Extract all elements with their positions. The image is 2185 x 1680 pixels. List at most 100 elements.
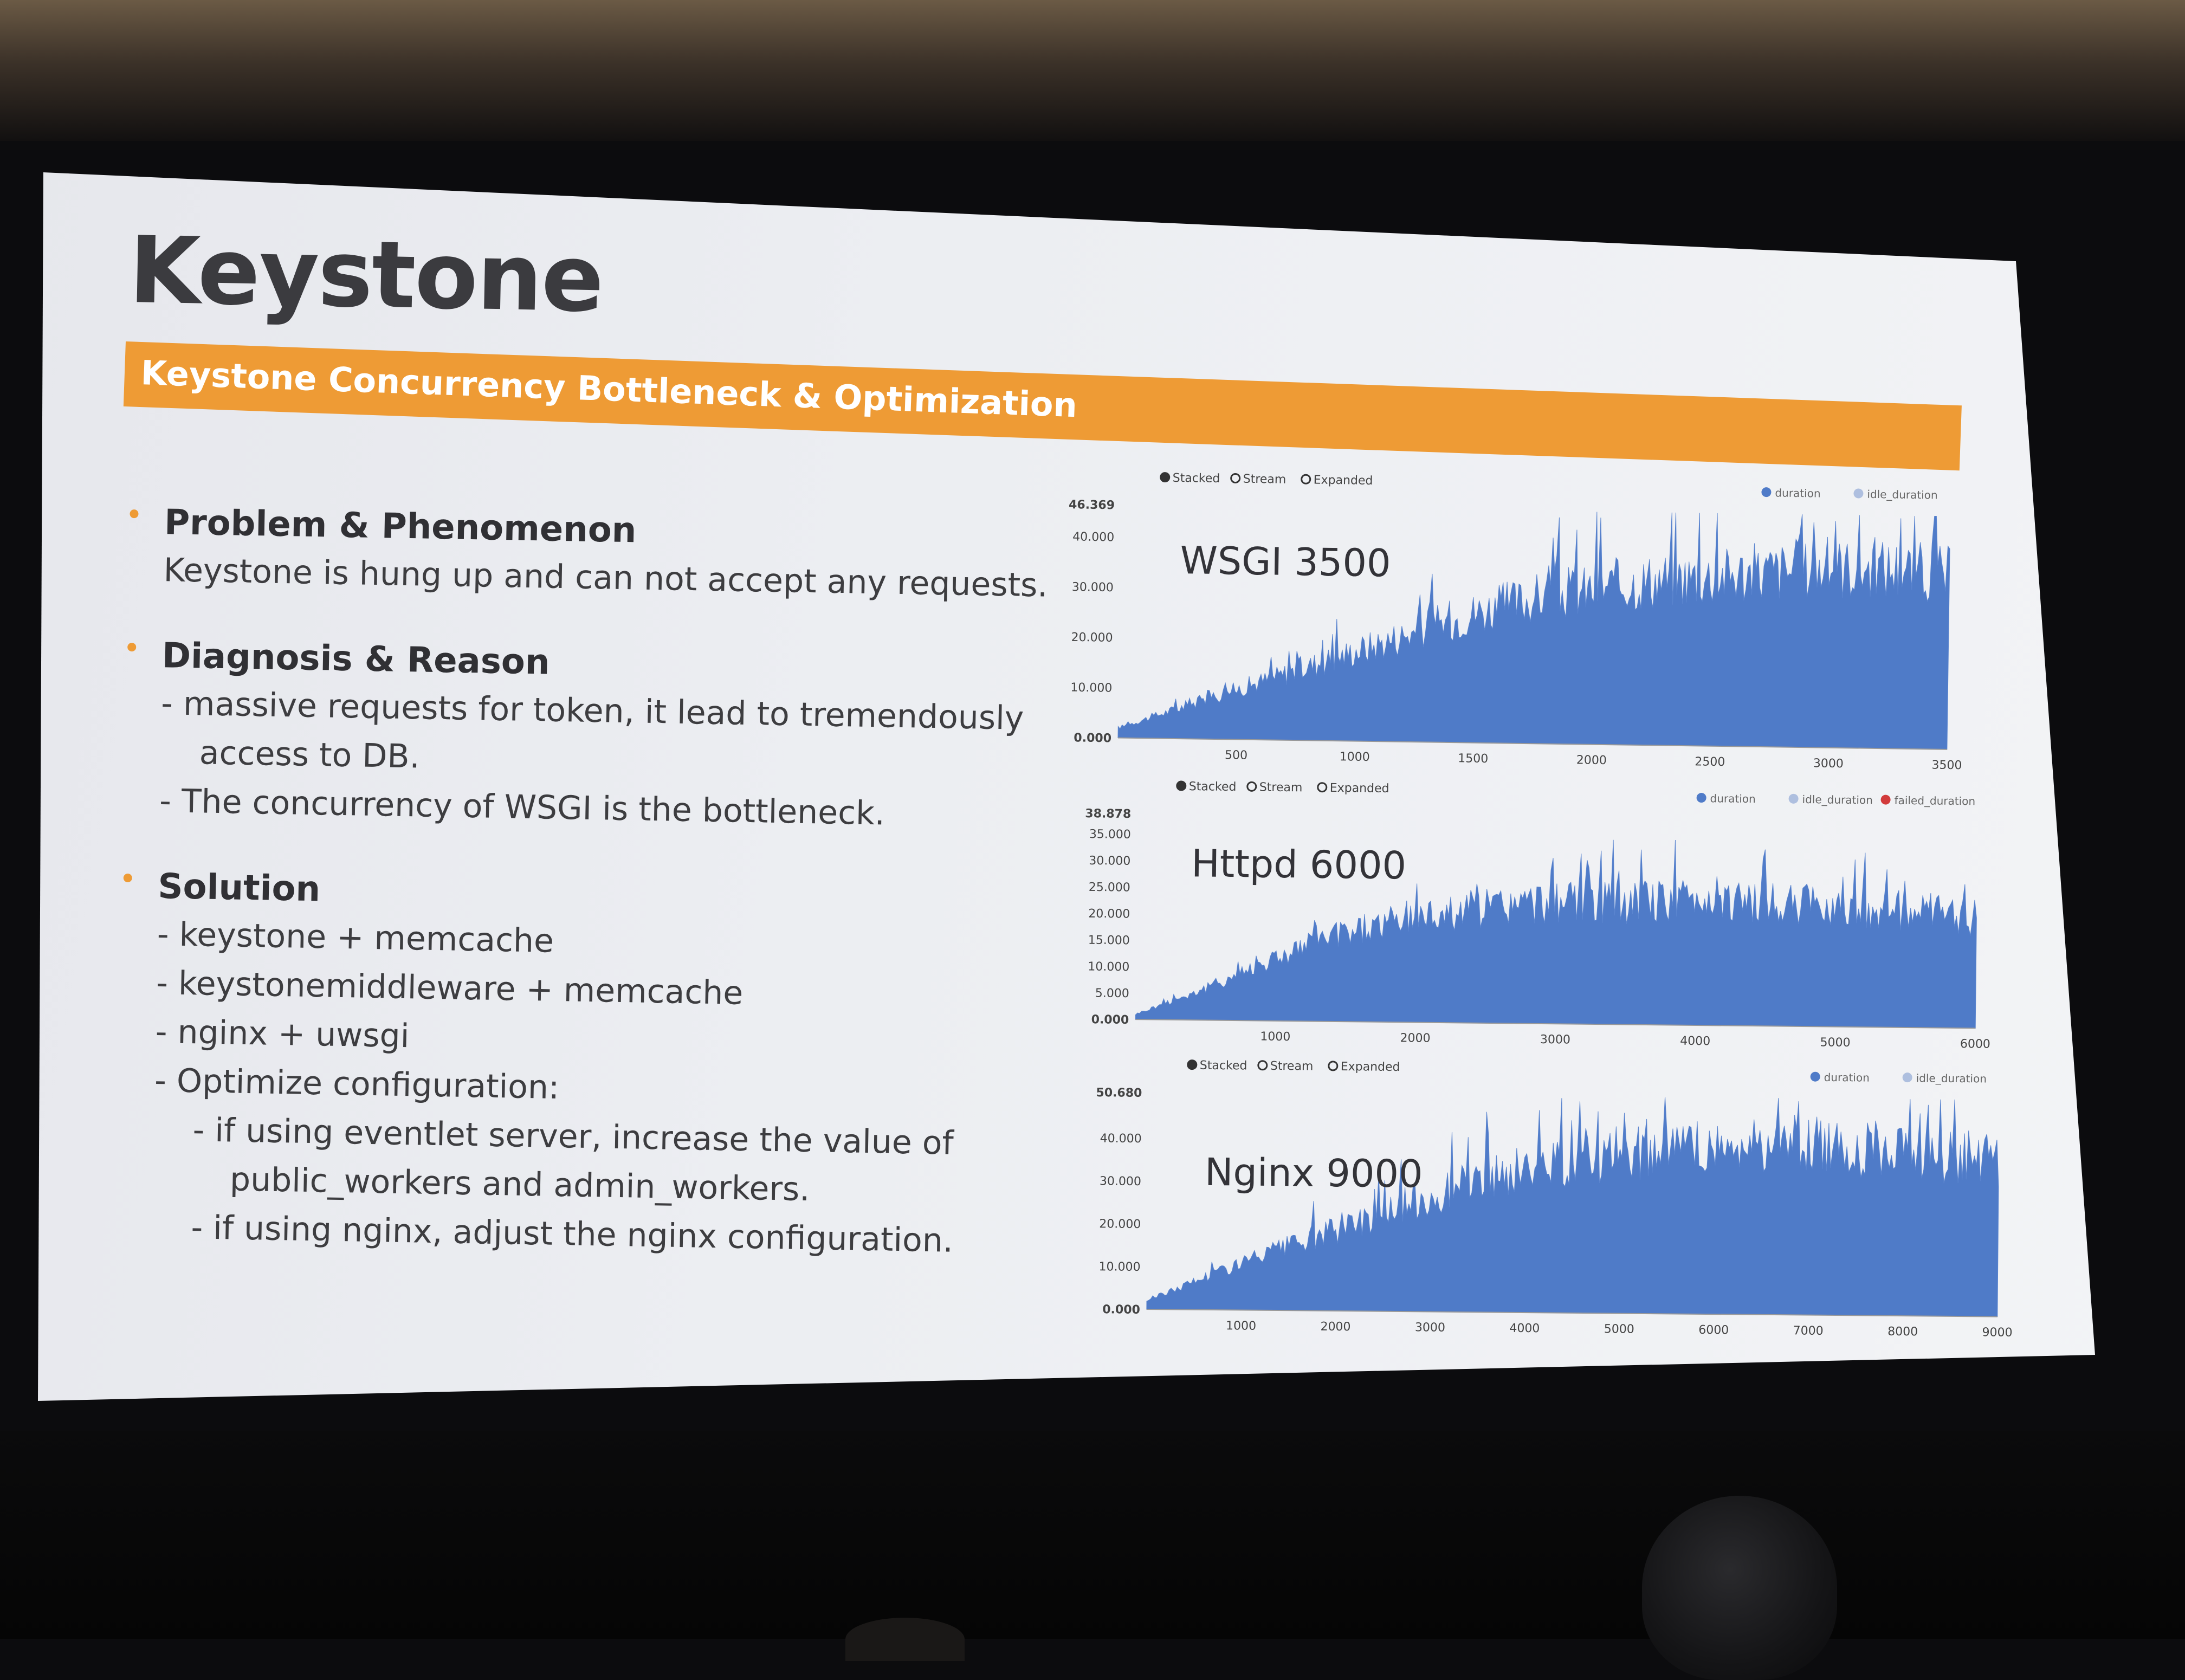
legend-marker — [1902, 1072, 1912, 1083]
x-axis-line — [1135, 1019, 1976, 1029]
x-tick-label: 6000 — [1960, 1037, 1990, 1051]
x-tick-label: 4000 — [1509, 1322, 1540, 1335]
legend-entry: idle_duration — [1802, 793, 1873, 806]
x-tick-label: 4000 — [1680, 1035, 1710, 1049]
control-radio — [1176, 780, 1187, 791]
audience-head — [1642, 1496, 1837, 1680]
y-tick-label: 25.000 — [1089, 881, 1130, 895]
legend-entry: duration — [1710, 792, 1755, 805]
section-banner: Keystone Concurrency Bottleneck & Optimi… — [123, 341, 1962, 471]
y-tick-label: 20.000 — [1099, 1217, 1141, 1231]
legend-entry: idle_duration — [1916, 1071, 1987, 1085]
y-tick-label: 0.000 — [1074, 731, 1111, 745]
control-radio — [1160, 472, 1171, 483]
chart-svg: Stacked Stream Expanded duration idle_durati… — [1069, 471, 1962, 772]
y-tick-label: 35.000 — [1089, 828, 1131, 842]
legend-marker — [1788, 793, 1799, 804]
legend-entry: idle_duration — [1867, 488, 1938, 502]
y-tick-label: 20.000 — [1071, 631, 1113, 645]
y-tick-label: 38.878 — [1085, 807, 1131, 821]
chart-nginx: Stacked Stream Expanded duration idle_durati… — [1087, 1054, 2012, 1349]
x-tick-label: 3000 — [1415, 1321, 1445, 1334]
control-label: Expanded — [1341, 1060, 1400, 1074]
x-axis-line — [1146, 1308, 1997, 1317]
y-tick-label: 30.000 — [1089, 854, 1130, 868]
series-area — [1135, 839, 1977, 1029]
x-tick-label: 3500 — [1931, 758, 1962, 772]
series-area — [1117, 512, 1950, 750]
y-tick-label: 40.000 — [1072, 530, 1114, 544]
control-radio — [1246, 781, 1257, 792]
control-label: Stream — [1270, 1059, 1314, 1074]
y-tick-label: 46.369 — [1069, 498, 1115, 512]
y-tick-label: 50.680 — [1096, 1086, 1142, 1100]
section-diagnosis: Diagnosis & Reason - massive requests fo… — [124, 632, 1103, 842]
y-tick-label: 10.000 — [1098, 1260, 1140, 1274]
chart-label: Httpd 6000 — [1191, 841, 1407, 888]
legend-entry: duration — [1775, 486, 1820, 500]
x-tick-label: 3000 — [1540, 1033, 1570, 1047]
y-tick-label: 0.000 — [1091, 1013, 1129, 1027]
x-tick-label: 1000 — [1226, 1319, 1256, 1333]
legend-marker — [1853, 488, 1864, 499]
control-label: Expanded — [1314, 473, 1373, 488]
control-radio — [1301, 474, 1311, 484]
y-tick-label: 40.000 — [1100, 1132, 1142, 1146]
x-tick-label: 2000 — [1400, 1031, 1430, 1045]
legend-entry: duration — [1824, 1071, 1870, 1084]
bullet-dot — [123, 873, 132, 883]
slide-title: Keystone — [128, 217, 604, 333]
control-label: Stream — [1243, 473, 1287, 487]
chart-label: WSGI 3500 — [1180, 538, 1392, 586]
y-tick-label: 30.000 — [1072, 580, 1114, 595]
projected-slide: Keystone Keystone Concurrency Bottleneck… — [38, 172, 2095, 1401]
legend-marker — [1696, 793, 1706, 803]
control-label: Stacked — [1200, 1059, 1247, 1073]
bullet-dot — [130, 509, 139, 519]
chart-httpd: Stacked Stream Expanded duration idle_durati… — [1076, 775, 1990, 1061]
control-label: Stream — [1259, 780, 1303, 794]
x-tick-label: 9000 — [1982, 1326, 2012, 1339]
x-tick-label: 1500 — [1458, 752, 1488, 766]
section-problem: Problem & Phenomenon Keystone is hung up… — [128, 499, 1106, 611]
x-tick-label: 5000 — [1820, 1036, 1850, 1050]
chart-svg: Stacked Stream Expanded duration idle_durati… — [1096, 1059, 2012, 1340]
legend-entry: failed_duration — [1894, 794, 1975, 808]
x-tick-label: 2500 — [1695, 755, 1725, 769]
y-tick-label: 5.000 — [1095, 986, 1129, 1000]
y-tick-label: 10.000 — [1070, 681, 1112, 695]
x-tick-label: 500 — [1225, 748, 1247, 763]
banner-text: Keystone Concurrency Bottleneck & Optimi… — [140, 353, 1078, 425]
x-tick-label: 1000 — [1340, 750, 1370, 764]
x-tick-label: 2000 — [1320, 1320, 1350, 1334]
control-radio — [1328, 1061, 1339, 1071]
x-axis-line — [1117, 737, 1947, 750]
legend-marker — [1810, 1071, 1820, 1082]
control-radio — [1317, 782, 1328, 793]
y-tick-label: 15.000 — [1088, 934, 1130, 948]
x-tick-label: 5000 — [1604, 1322, 1634, 1336]
y-tick-label: 30.000 — [1100, 1174, 1141, 1188]
room-ceiling — [0, 0, 2185, 141]
chart-wsgi: Stacked Stream Expanded duration idle_durati… — [1058, 466, 1962, 782]
chart-label: Nginx 9000 — [1204, 1149, 1423, 1197]
control-radio — [1230, 473, 1241, 483]
audience-head-small — [845, 1618, 965, 1661]
y-tick-label: 20.000 — [1088, 907, 1130, 921]
x-tick-label: 1000 — [1260, 1030, 1290, 1044]
audience-area — [0, 1431, 2185, 1639]
x-tick-label: 6000 — [1698, 1323, 1729, 1337]
legend-marker — [1880, 794, 1891, 805]
x-tick-label: 2000 — [1576, 753, 1607, 767]
y-tick-label: 10.000 — [1088, 960, 1129, 974]
control-radio — [1187, 1059, 1198, 1070]
bullet-dot — [127, 642, 137, 652]
slide-text: Problem & Phenomenon Keystone is hung up… — [117, 499, 1106, 1306]
control-label: Stacked — [1189, 780, 1237, 794]
control-radio — [1257, 1060, 1268, 1071]
x-tick-label: 8000 — [1887, 1325, 1918, 1339]
legend-marker — [1761, 487, 1772, 497]
control-label: Stacked — [1173, 471, 1220, 486]
section-solution: Solution - keystone + memcache - keyston… — [117, 863, 1099, 1268]
chart-svg: Stacked Stream Expanded duration idle_durati… — [1085, 780, 1990, 1051]
